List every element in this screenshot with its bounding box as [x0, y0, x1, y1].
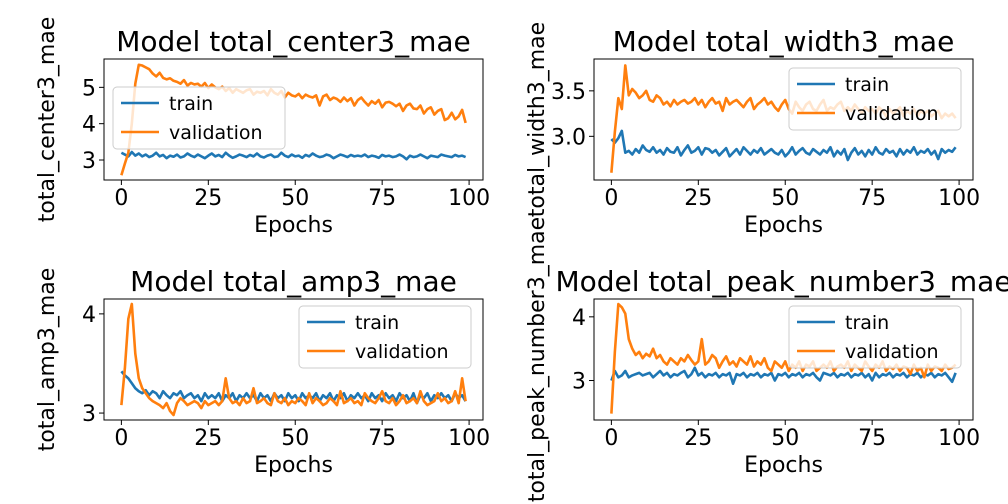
- legend-label-validation: validation: [845, 341, 939, 363]
- x-tick-label: 75: [368, 186, 396, 211]
- x-tick-label: 100: [938, 426, 980, 451]
- y-tick-label: 3: [572, 370, 586, 395]
- x-axis-label: Epochs: [744, 453, 823, 478]
- y-axis-label: total_peak_number3_mae: [525, 217, 550, 502]
- x-tick-label: 50: [281, 426, 309, 451]
- chart-title: Model total_center3_mae: [116, 25, 471, 58]
- legend: train validation: [788, 305, 962, 369]
- x-tick-label: 50: [771, 186, 799, 211]
- series-line-train: [120, 150, 467, 161]
- x-tick-label: 0: [114, 186, 128, 211]
- subplot-2: 0 25 50 75 100 3.0 3.5 Epochs total_width3_mae Mo…: [525, 22, 980, 238]
- axes-frame: [593, 58, 974, 181]
- legend-label-validation: validation: [355, 341, 449, 363]
- x-tick-label: 75: [368, 426, 396, 451]
- y-axis-label: total_width3_mae: [525, 22, 550, 217]
- legend: train validation: [298, 305, 472, 369]
- series-line-validation: [120, 63, 467, 176]
- x-tick-label: 75: [858, 186, 886, 211]
- legend-label-train: train: [845, 74, 889, 96]
- y-tick-label: 4: [572, 306, 586, 331]
- x-tick-label: 50: [281, 186, 309, 211]
- y-axis-label: total_amp3_mae: [35, 268, 60, 452]
- subplot-4: 0 25 50 75 100 3 4 Epochs total_peak_number3_mae…: [525, 217, 1008, 502]
- x-tick-label: 25: [684, 426, 712, 451]
- x-tick-label: 25: [684, 186, 712, 211]
- legend: train validation: [788, 67, 962, 131]
- x-axis-label: Epochs: [254, 213, 333, 238]
- legend-label-validation: validation: [845, 103, 939, 125]
- x-tick-label: 100: [448, 426, 490, 451]
- axes-frame: [103, 298, 484, 421]
- legend: train validation: [112, 86, 286, 150]
- y-tick-label: 5: [82, 76, 96, 101]
- axes-frame: [593, 298, 974, 421]
- axes-frame: [103, 58, 484, 181]
- series-line-validation: [120, 302, 467, 417]
- y-tick-label: 3: [82, 402, 96, 427]
- chart-title: Model total_peak_number3_mae: [555, 265, 1008, 298]
- x-tick-label: 75: [858, 426, 886, 451]
- chart-title: Model total_width3_mae: [613, 25, 955, 58]
- y-tick-label: 4: [82, 303, 96, 328]
- legend-label-validation: validation: [169, 122, 263, 144]
- legend-label-train: train: [355, 312, 399, 334]
- series-line-train: [610, 129, 957, 162]
- x-tick-label: 0: [114, 426, 128, 451]
- y-axis-label: total_center3_mae: [35, 17, 60, 223]
- y-tick-label: 3: [82, 149, 96, 174]
- x-axis-label: Epochs: [254, 453, 333, 478]
- series-line-train: [120, 370, 467, 405]
- x-axis-label: Epochs: [744, 213, 823, 238]
- x-tick-label: 0: [604, 426, 618, 451]
- y-tick-label: 4: [82, 113, 96, 138]
- x-tick-label: 25: [194, 426, 222, 451]
- subplot-1: 0 25 50 75 100 3 4 5 Epochs total_center3_mae Mode…: [35, 17, 490, 238]
- x-tick-label: 100: [938, 186, 980, 211]
- x-tick-label: 25: [194, 186, 222, 211]
- series-line-train: [610, 366, 957, 386]
- y-tick-label: 3.5: [551, 80, 586, 105]
- legend-label-train: train: [169, 93, 213, 115]
- x-tick-label: 100: [448, 186, 490, 211]
- subplot-3: 0 25 50 75 100 3 4 Epochs total_amp3_mae Model to…: [35, 265, 490, 478]
- x-tick-label: 50: [771, 426, 799, 451]
- y-tick-label: 3.0: [551, 125, 586, 150]
- legend-label-train: train: [845, 312, 889, 334]
- chart-title: Model total_amp3_mae: [130, 265, 457, 298]
- x-tick-label: 0: [604, 186, 618, 211]
